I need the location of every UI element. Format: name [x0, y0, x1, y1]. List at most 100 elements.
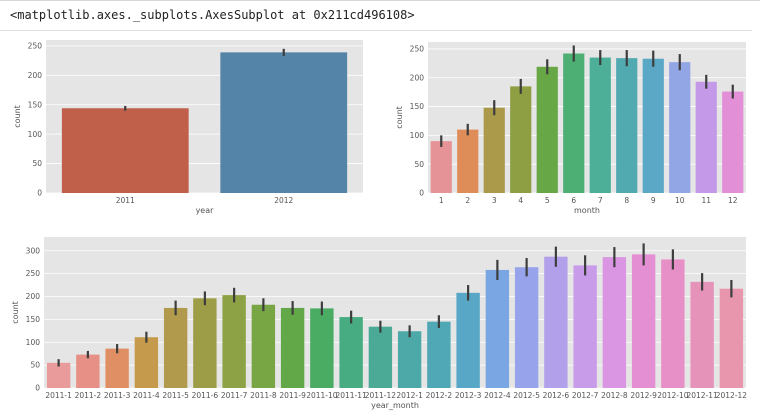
- x-tick-label: 7: [598, 196, 603, 205]
- x-tick-label: 2012-1: [396, 391, 423, 400]
- bar-2012-4: [485, 269, 510, 388]
- bar-2011: [61, 108, 189, 193]
- bar-2011-2: [76, 354, 100, 388]
- x-tick-label: 2: [465, 196, 470, 205]
- x-tick-label: 2011-8: [250, 391, 277, 400]
- y-tick-label: 50: [32, 159, 42, 168]
- bar-2011-11: [339, 317, 363, 388]
- plot-background: [428, 42, 746, 193]
- y-tick-label: 250: [410, 45, 425, 54]
- bar-2012-6: [544, 256, 568, 388]
- bar-2012-8: [602, 257, 627, 388]
- y-axis-label: count: [11, 301, 20, 324]
- y-axis-label: count: [395, 106, 404, 129]
- bar-8: [616, 58, 638, 193]
- x-tick-label: 2012: [274, 196, 293, 205]
- bar-2011-1: [46, 362, 71, 388]
- y-tick-label: 150: [28, 100, 43, 109]
- x-tick-label: 2011-11: [335, 391, 367, 400]
- x-tick-label: 2012-9: [630, 391, 657, 400]
- x-tick-label: 6: [571, 196, 576, 205]
- bar-2012-5: [514, 267, 539, 388]
- y-tick-label: 50: [414, 160, 424, 169]
- y-tick-label: 150: [410, 102, 425, 111]
- bar-2012-10: [661, 259, 685, 388]
- x-tick-label: 3: [492, 196, 497, 205]
- y-tick-label: 0: [37, 189, 42, 198]
- x-tick-label: 1: [439, 196, 444, 205]
- x-tick-label: 10: [675, 196, 685, 205]
- x-tick-label: 2011-2: [75, 391, 102, 400]
- plot-background: [44, 237, 746, 388]
- bar-7: [589, 57, 611, 194]
- x-tick-label: 2011-12: [365, 391, 397, 400]
- bar-1: [430, 141, 452, 193]
- x-axis-label: year: [196, 206, 215, 215]
- y-tick-label: 100: [26, 338, 41, 347]
- x-tick-label: 2011-1: [45, 391, 72, 400]
- y-tick-label: 200: [410, 73, 425, 82]
- top-border: [0, 0, 760, 1]
- bar-2011-8: [251, 304, 276, 388]
- bar-10: [669, 62, 691, 194]
- bar-11: [695, 81, 717, 193]
- bar-2012: [220, 52, 348, 193]
- bar-2011-10: [310, 308, 334, 388]
- y-tick-label: 0: [35, 384, 40, 393]
- y-tick-label: 100: [28, 130, 43, 139]
- x-tick-label: 2012-2: [426, 391, 453, 400]
- y-tick-label: 200: [26, 292, 41, 301]
- y-tick-label: 50: [30, 361, 40, 370]
- x-tick-label: 2012-7: [572, 391, 599, 400]
- y-tick-label: 250: [26, 269, 41, 278]
- x-tick-label: 2011-10: [306, 391, 338, 400]
- bar-12: [722, 91, 744, 193]
- x-tick-label: 2012-4: [484, 391, 511, 400]
- x-tick-label: 2012-8: [601, 391, 628, 400]
- y-tick-label: 250: [28, 41, 43, 50]
- x-tick-label: 2011: [116, 196, 135, 205]
- bar-2012-7: [573, 265, 597, 388]
- bar-2011-4: [134, 337, 159, 388]
- bar-2011-3: [105, 348, 129, 388]
- y-tick-label: 300: [26, 246, 41, 255]
- x-tick-label: 4: [518, 196, 523, 205]
- x-tick-label: 8: [624, 196, 629, 205]
- x-tick-label: 2011-7: [221, 391, 248, 400]
- year-count-subplot: 0 50 100 150 200 250 2011 2012 year count: [13, 40, 363, 215]
- x-tick-label: 2012-3: [455, 391, 482, 400]
- x-tick-label: 11: [701, 196, 711, 205]
- bar-2011-6: [193, 298, 217, 388]
- bar-2012-3: [456, 292, 480, 388]
- x-tick-label: 2011-3: [104, 391, 131, 400]
- bar-2011-12: [368, 326, 393, 388]
- x-tick-label: 2012-6: [543, 391, 570, 400]
- bar-2011-9: [280, 307, 305, 388]
- x-tick-label: 2012-5: [513, 391, 540, 400]
- x-tick-label: 2011-9: [279, 391, 306, 400]
- y-tick-label: 0: [419, 189, 424, 198]
- x-tick-label: 2012-11: [686, 391, 718, 400]
- bar-2012-11: [690, 281, 714, 388]
- y-tick-label: 200: [28, 71, 43, 80]
- y-tick-label: 100: [410, 131, 425, 140]
- output-divider: [0, 30, 752, 31]
- x-tick-label: 2011-4: [133, 391, 160, 400]
- bar-5: [536, 66, 558, 193]
- bar-3: [483, 107, 505, 193]
- bar-2011-5: [163, 307, 188, 388]
- bar-2012-2: [427, 321, 451, 388]
- x-tick-label: 2011-5: [162, 391, 189, 400]
- bar-2012-12: [719, 288, 744, 388]
- bar-4: [510, 86, 532, 193]
- bar-2: [457, 129, 479, 193]
- x-tick-label: 2011-6: [192, 391, 219, 400]
- y-axis-label: count: [13, 105, 22, 128]
- x-tick-label: 2012-12: [716, 391, 748, 400]
- bar-2012-1: [397, 331, 422, 388]
- bar-9: [642, 58, 664, 193]
- x-tick-label: 2012-10: [657, 391, 689, 400]
